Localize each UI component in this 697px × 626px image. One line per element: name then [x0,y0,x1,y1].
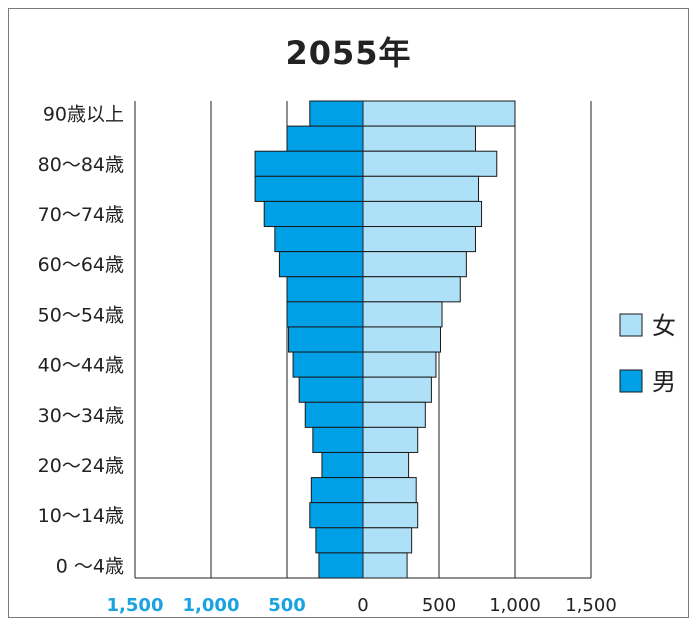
legend-female-label: 女 [652,312,676,340]
y-tick-label: 70～74歳 [38,204,124,226]
male-bar [321,451,364,479]
y-tick-label: 0 ～4歳 [56,555,124,577]
female-bar [362,301,443,328]
legend: 女男 [619,312,676,396]
female-bar [362,326,442,353]
male-bar [274,226,364,253]
y-tick-label: 30～34歳 [38,405,124,427]
male-bar [286,276,364,303]
male-bar [315,527,364,554]
y-tick-label: 40～44歳 [38,355,124,377]
legend-female-swatch [619,313,643,337]
female-bar [362,477,417,504]
female-bar [362,125,476,152]
y-tick-label: 80～84歳 [38,154,124,176]
male-bar [298,376,364,403]
male-bar [309,100,364,127]
legend-male-label: 男 [652,368,676,396]
x-tick-label-left: 1,500 [107,595,164,616]
male-bar [278,251,364,278]
x-tick-label-left: 1,000 [183,595,240,616]
female-bar [362,276,461,303]
male-bar [286,301,364,328]
x-tick-label-right: 500 [422,595,456,616]
y-tick-label: 20～24歳 [38,455,124,477]
y-tick-label: 60～64歳 [38,254,124,276]
female-bar [362,451,410,479]
bars [254,100,516,579]
female-bar [362,527,413,554]
female-bar [362,100,516,127]
male-bar [318,552,364,579]
x-tick-label-left: 500 [268,595,306,616]
x-tick-label-right: 1,500 [565,595,617,616]
male-bar [292,351,364,378]
male-bar [286,125,364,152]
female-bar [362,502,419,529]
x-tick-labels: 1,500 1,000 500 0 500 1,000 1,500 [107,595,617,616]
male-bar [263,200,364,228]
male-bar [254,150,364,177]
female-bar [362,226,476,253]
chart-title: 2055年 [285,34,412,72]
female-bar [362,251,467,278]
female-bar [362,401,426,428]
female-bar [362,552,408,579]
female-bar [362,150,498,177]
male-bar [254,175,364,202]
y-tick-label: 50～54歳 [38,304,124,326]
x-tick-label-right: 0 [357,595,368,616]
male-bar [310,477,364,504]
female-bar [362,351,437,378]
female-bar [362,200,483,228]
female-bar [362,426,419,453]
y-tick-labels: 90歳以上 80～84歳 70～74歳 60～64歳 50～54歳 40～44歳 30～34… [38,104,124,578]
female-bar [362,175,480,202]
y-tick-label: 10～14歳 [38,505,124,527]
male-bar [304,401,364,428]
female-bar [362,376,432,403]
x-tick-label-right: 1,000 [489,595,541,616]
male-bar [309,502,364,529]
male-bar [312,426,364,453]
y-tick-label: 90歳以上 [43,104,124,126]
male-bar [288,326,364,353]
legend-male-swatch [619,369,643,393]
